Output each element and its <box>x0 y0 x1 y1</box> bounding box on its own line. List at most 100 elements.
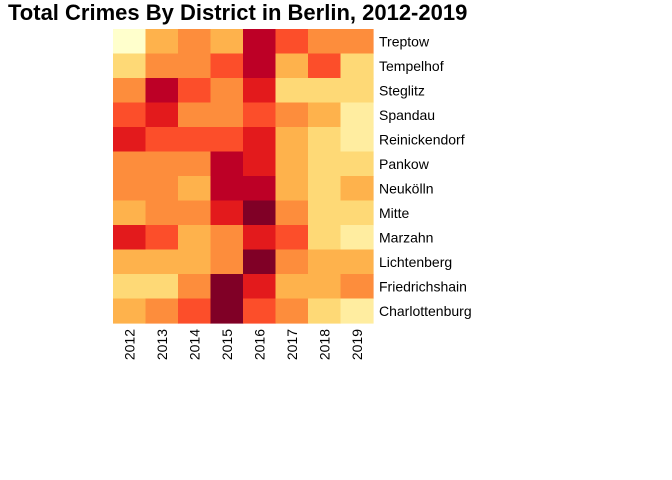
heatmap-cell-neukolln-2017 <box>275 176 309 202</box>
row-label-reinickendorf: Reinickendorf <box>379 131 465 147</box>
heatmap-cell-lichtenberg-2013 <box>145 249 179 275</box>
heatmap-cell-reinickendorf-2019 <box>340 127 374 153</box>
heatmap-cell-reinickendorf-2015 <box>210 127 244 153</box>
heatmap-cell-marzahn-2017 <box>275 225 309 251</box>
heatmap-cell-steglitz-2016 <box>243 78 277 104</box>
heatmap-cell-charlottenburg-2015 <box>210 298 244 324</box>
heatmap-cell-mitte-2012 <box>113 200 147 226</box>
heatmap-cell-friedrichshain-2017 <box>275 274 309 300</box>
heatmap-cell-mitte-2015 <box>210 200 244 226</box>
heatmap-cell-charlottenburg-2018 <box>308 298 342 324</box>
heatmap-cell-mitte-2018 <box>308 200 342 226</box>
heatmap-cell-marzahn-2015 <box>210 225 244 251</box>
heatmap-cell-charlottenburg-2016 <box>243 298 277 324</box>
heatmap-cell-neukolln-2019 <box>340 176 374 202</box>
heatmap-cell-charlottenburg-2013 <box>145 298 179 324</box>
heatmap-cell-steglitz-2015 <box>210 78 244 104</box>
heatmap-cell-treptow-2016 <box>243 29 277 55</box>
heatmap-cell-lichtenberg-2018 <box>308 249 342 275</box>
heatmap-cell-mitte-2013 <box>145 200 179 226</box>
heatmap-cell-friedrichshain-2015 <box>210 274 244 300</box>
row-label-mitte: Mitte <box>379 205 410 221</box>
heatmap-cell-neukolln-2012 <box>113 176 147 202</box>
heatmap-cell-friedrichshain-2014 <box>178 274 212 300</box>
column-labels: 2012 2013 2014 2015 2016 2017 2018 2019 <box>121 329 365 360</box>
column-label-2012: 2012 <box>121 329 137 360</box>
row-label-lichtenberg: Lichtenberg <box>379 254 452 270</box>
heatmap-cell-lichtenberg-2014 <box>178 249 212 275</box>
heatmap-cell-friedrichshain-2013 <box>145 274 179 300</box>
row-label-tempelhof: Tempelhof <box>379 58 444 74</box>
heatmap-cell-tempelhof-2016 <box>243 53 277 79</box>
heatmap-cell-lichtenberg-2017 <box>275 249 309 275</box>
column-label-2016: 2016 <box>251 329 267 360</box>
heatmap-cell-tempelhof-2018 <box>308 53 342 79</box>
heatmap-cell-mitte-2016 <box>243 200 277 226</box>
heatmap-cell-neukolln-2018 <box>308 176 342 202</box>
heatmap-cell-reinickendorf-2018 <box>308 127 342 153</box>
heatmap-cell-marzahn-2019 <box>340 225 374 251</box>
heatmap-cell-spandau-2018 <box>308 102 342 128</box>
heatmap-cell-friedrichshain-2019 <box>340 274 374 300</box>
heatmap-cell-tempelhof-2019 <box>340 53 374 79</box>
heatmap-cell-reinickendorf-2014 <box>178 127 212 153</box>
heatmap-cell-neukolln-2015 <box>210 176 244 202</box>
heatmap-cell-reinickendorf-2017 <box>275 127 309 153</box>
column-label-2014: 2014 <box>186 329 202 360</box>
heatmap-cell-charlottenburg-2012 <box>113 298 147 324</box>
row-label-treptow: Treptow <box>379 33 430 49</box>
heatmap-cell-charlottenburg-2017 <box>275 298 309 324</box>
column-label-2019: 2019 <box>349 329 365 360</box>
heatmap-cell-friedrichshain-2016 <box>243 274 277 300</box>
heatmap-cell-steglitz-2014 <box>178 78 212 104</box>
column-label-2015: 2015 <box>219 329 235 360</box>
heatmap-cell-treptow-2018 <box>308 29 342 55</box>
heatmap-cell-treptow-2012 <box>113 29 147 55</box>
heatmap-cell-pankow-2014 <box>178 151 212 177</box>
row-labels: Treptow Tempelhof Steglitz Spandau Reinicken… <box>379 33 472 319</box>
heatmap-cell-spandau-2019 <box>340 102 374 128</box>
column-label-2017: 2017 <box>284 329 300 360</box>
heatmap-cell-reinickendorf-2016 <box>243 127 277 153</box>
heatmap-cell-charlottenburg-2014 <box>178 298 212 324</box>
heatmap-cell-tempelhof-2014 <box>178 53 212 79</box>
heatmap-cell-pankow-2019 <box>340 151 374 177</box>
heatmap-cell-tempelhof-2012 <box>113 53 147 79</box>
heatmap-cell-steglitz-2019 <box>340 78 374 104</box>
heatmap-cell-tempelhof-2015 <box>210 53 244 79</box>
heatmap-cells <box>113 29 374 324</box>
heatmap-cell-neukolln-2016 <box>243 176 277 202</box>
heatmap-cell-spandau-2016 <box>243 102 277 128</box>
heatmap-cell-treptow-2015 <box>210 29 244 55</box>
heatmap-cell-spandau-2012 <box>113 102 147 128</box>
heatmap-cell-marzahn-2014 <box>178 225 212 251</box>
heatmap-cell-lichtenberg-2019 <box>340 249 374 275</box>
heatmap-cell-neukolln-2013 <box>145 176 179 202</box>
heatmap-cell-mitte-2017 <box>275 200 309 226</box>
heatmap-cell-marzahn-2018 <box>308 225 342 251</box>
row-label-steglitz: Steglitz <box>379 82 425 98</box>
heatmap-cell-spandau-2014 <box>178 102 212 128</box>
heatmap-cell-tempelhof-2013 <box>145 53 179 79</box>
heatmap-cell-steglitz-2012 <box>113 78 147 104</box>
heatmap-cell-pankow-2018 <box>308 151 342 177</box>
heatmap-cell-treptow-2013 <box>145 29 179 55</box>
heatmap-cell-spandau-2013 <box>145 102 179 128</box>
row-label-spandau: Spandau <box>379 107 435 123</box>
heatmap-cell-steglitz-2013 <box>145 78 179 104</box>
heatmap-cell-pankow-2013 <box>145 151 179 177</box>
heatmap-cell-treptow-2019 <box>340 29 374 55</box>
column-label-2018: 2018 <box>316 329 332 360</box>
row-label-marzahn: Marzahn <box>379 229 433 245</box>
heatmap-cell-pankow-2012 <box>113 151 147 177</box>
heatmap-cell-treptow-2014 <box>178 29 212 55</box>
heatmap-cell-friedrichshain-2018 <box>308 274 342 300</box>
heatmap-cell-mitte-2019 <box>340 200 374 226</box>
heatmap-cell-marzahn-2012 <box>113 225 147 251</box>
chart-title: Total Crimes By District in Berlin, 2012… <box>8 0 467 25</box>
heatmap-cell-marzahn-2016 <box>243 225 277 251</box>
heatmap-cell-tempelhof-2017 <box>275 53 309 79</box>
row-label-friedrichshain: Friedrichshain <box>379 278 467 294</box>
heatmap-cell-marzahn-2013 <box>145 225 179 251</box>
